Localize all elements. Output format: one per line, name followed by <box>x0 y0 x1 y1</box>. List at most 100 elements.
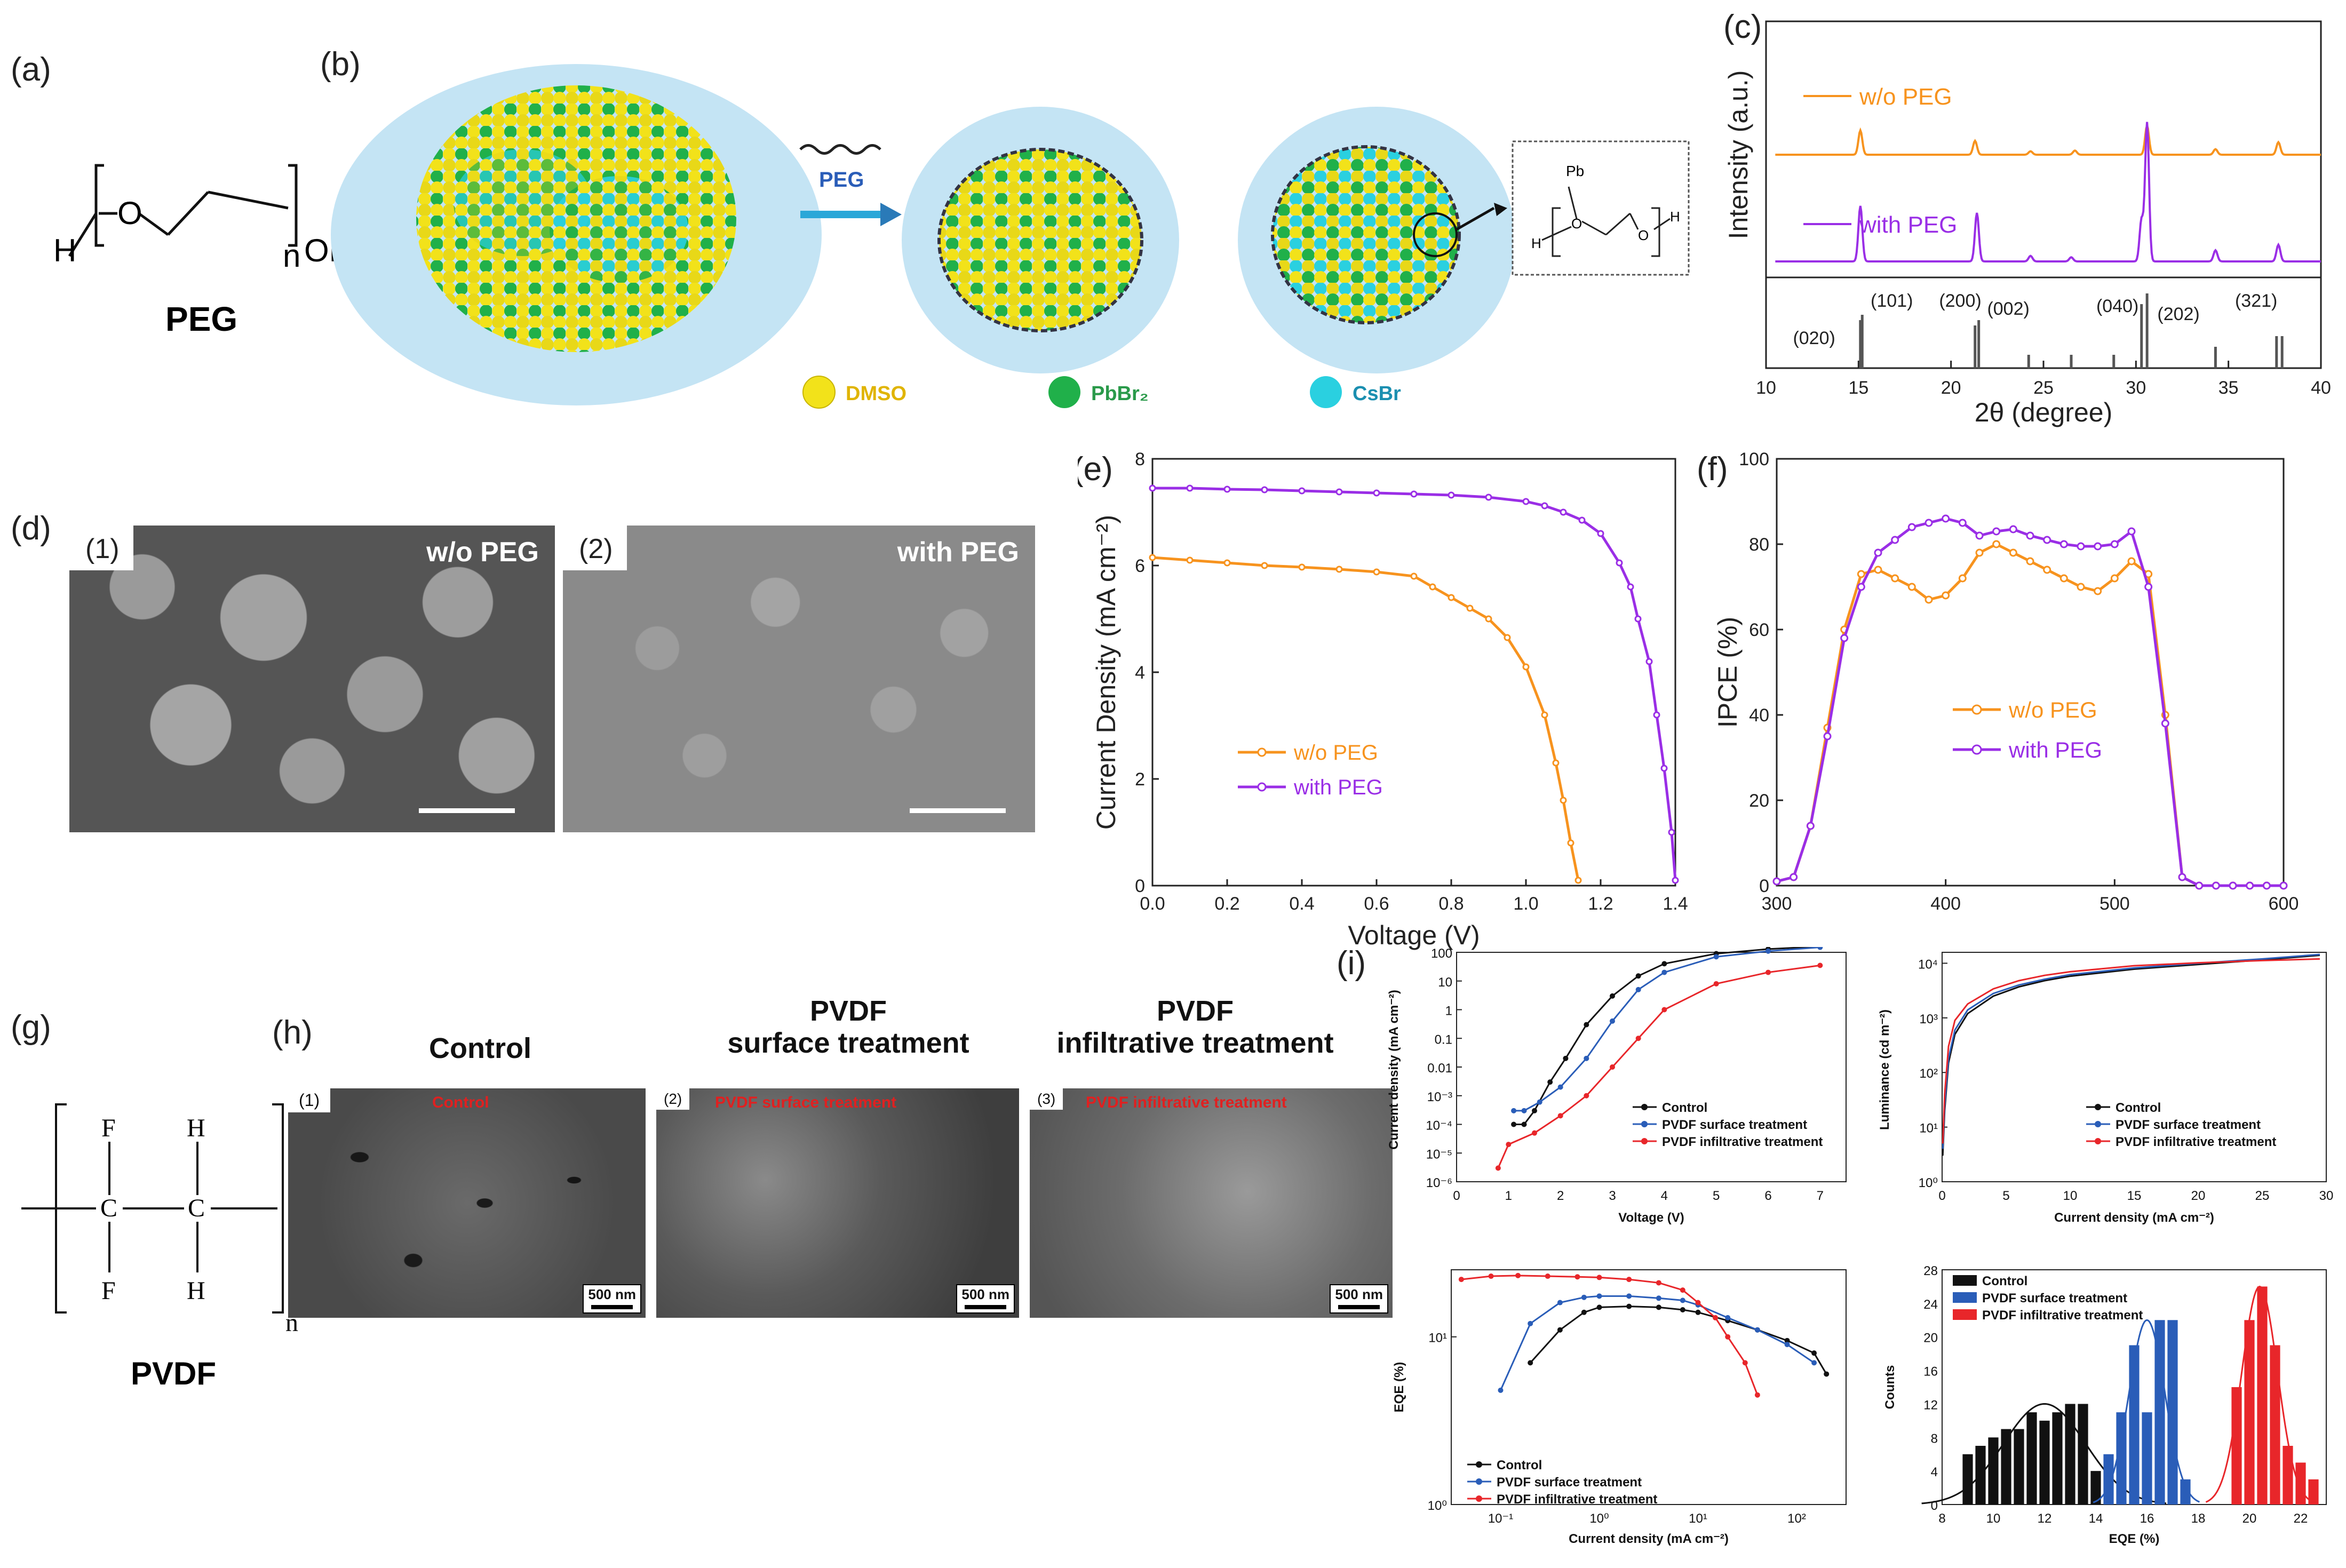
sem-h-title-control: Control <box>429 1032 531 1064</box>
panel-label-f: (f) <box>1697 451 1728 488</box>
legend-label: PVDF infiltrative treatment <box>1662 1135 1823 1149</box>
x-tick-label: 4 <box>1661 1189 1668 1203</box>
eqe-point <box>1784 1338 1790 1343</box>
ipce-point <box>2059 574 2068 583</box>
ipce-point <box>1790 873 1798 881</box>
x-tick-label: 7 <box>1817 1189 1824 1203</box>
histogram-bar <box>2129 1345 2140 1505</box>
pvdf-name: PVDF <box>131 1356 216 1391</box>
x-tick-label: 15 <box>1848 378 1868 398</box>
iv-point <box>1532 1108 1537 1113</box>
histogram-bar <box>2244 1320 2255 1505</box>
legend-marker <box>1641 1121 1648 1127</box>
legend-marker <box>1953 1275 1977 1286</box>
eqe-point <box>1596 1304 1602 1310</box>
eqe-point <box>1596 1293 1602 1299</box>
ipce-point <box>2144 583 2153 591</box>
legend-marker <box>1257 747 1267 757</box>
hkl-label: (002) <box>1987 299 2029 319</box>
eqe-point <box>1656 1304 1661 1310</box>
hkl-label: (321) <box>2235 291 2277 311</box>
y-tick-label: 10⁻³ <box>1427 1090 1452 1104</box>
peg-wave-icon <box>799 144 881 155</box>
y-axis-label: Current Density (mA cm⁻²) <box>1091 515 1121 830</box>
histogram-bar <box>2103 1454 2114 1505</box>
y-axis-label: Intensity (a.u.) <box>1723 70 1753 240</box>
iv-point <box>1610 1018 1615 1024</box>
legend-marker <box>1953 1292 1977 1303</box>
ipce-point <box>2262 881 2271 890</box>
jv-point <box>1485 494 1492 501</box>
plot-frame <box>1776 458 2285 887</box>
scheme-arrow-label: PEG <box>819 168 864 192</box>
jv-point <box>1485 615 1492 623</box>
jv-point <box>1373 568 1380 576</box>
jv-point <box>1223 485 1231 493</box>
histogram-bar <box>2052 1412 2063 1505</box>
legend-label: Control <box>1497 1458 1542 1473</box>
y-tick-label: 10⁻⁶ <box>1426 1176 1452 1190</box>
legend-label: w/o PEG <box>1293 741 1378 765</box>
y-tick-label: 10⁰ <box>1428 1499 1447 1513</box>
histogram-bar <box>2039 1420 2050 1505</box>
inset-o1: O <box>1571 216 1582 232</box>
sem-d2-name: with PEG <box>897 537 1019 568</box>
jv-series <box>1152 556 1580 881</box>
x-tick-label: 400 <box>1930 894 1961 914</box>
x-tick-label: 20 <box>2191 1189 2206 1203</box>
histogram-bar <box>2078 1404 2088 1505</box>
x-tick-label: 0.8 <box>1438 894 1464 914</box>
iv-point <box>1817 947 1823 950</box>
legend-label: PVDF surface treatment <box>1982 1291 2127 1306</box>
eqe-series <box>1530 1306 1827 1375</box>
jv-point <box>1149 554 1156 561</box>
x-axis-label: Voltage (V) <box>1348 920 1480 950</box>
x-tick-label: 30 <box>2126 378 2146 398</box>
x-tick-label: 35 <box>2218 378 2239 398</box>
ipce-point <box>1992 527 2001 536</box>
x-axis-label: 2θ (degree) <box>1975 397 2113 427</box>
y-tick-label: 0 <box>1135 876 1145 896</box>
sem-h3-tag: (3) <box>1030 1088 1063 1110</box>
peg-n-label: n <box>283 238 300 274</box>
histogram-bar <box>2142 1412 2152 1505</box>
sem-image-with-peg: (2) with PEG <box>563 526 1035 832</box>
hkl-label: (020) <box>1793 328 1835 348</box>
y-tick-label: 28 <box>1923 1264 1938 1278</box>
eqe-point <box>1695 1309 1701 1315</box>
x-tick-label: 12 <box>2038 1511 2052 1526</box>
x-tick-label: 2 <box>1557 1189 1564 1203</box>
legend-marker <box>1641 1138 1648 1144</box>
histogram-bar <box>2270 1345 2280 1505</box>
iv-point <box>1532 1130 1537 1136</box>
ipce-point <box>1975 531 1984 540</box>
x-axis-label: Voltage (V) <box>1618 1211 1684 1225</box>
iv-point <box>1635 1036 1641 1041</box>
x-tick-label: 10 <box>1986 1511 2001 1526</box>
sem-h3-scale-text: 500 nm <box>1335 1286 1383 1302</box>
eqe-point <box>1581 1309 1587 1315</box>
jv-point <box>1466 604 1474 612</box>
ipce-point <box>1975 548 1984 557</box>
x-axis-label: Current density (mA cm⁻²) <box>1569 1532 1729 1546</box>
eqe-chart: 10⁻¹ 10⁰ 10¹ 10² 10⁰ 10¹ Current density (mA c… <box>1392 1269 1847 1546</box>
jv-point <box>1429 583 1436 591</box>
ipce-point <box>1924 595 1933 604</box>
sem-d1-name: w/o PEG <box>426 537 539 568</box>
y-axis-label: Current density (mA cm⁻²) <box>1387 990 1401 1150</box>
pbbr2-legend-icon <box>1048 376 1080 408</box>
sem-h3-overlay: PVDF infiltrative treatment <box>1086 1094 1287 1111</box>
jv-point <box>1578 516 1586 524</box>
y-axis-label: Luminance (cd m⁻²) <box>1878 1009 1892 1130</box>
ipce-point <box>2009 525 2017 534</box>
y-tick-label: 8 <box>1931 1431 1938 1446</box>
x-tick-label: 25 <box>2255 1189 2270 1203</box>
sem-h2-scale: 500 nm <box>956 1284 1015 1314</box>
y-tick-label: 2 <box>1135 769 1145 790</box>
iv-point <box>1557 1113 1563 1119</box>
ipce-point <box>1874 548 1882 557</box>
hkl-label: (200) <box>1939 291 1981 311</box>
peg-h-label: H <box>53 233 76 268</box>
iv-point <box>1661 969 1667 975</box>
eqe-point <box>1784 1342 1790 1348</box>
